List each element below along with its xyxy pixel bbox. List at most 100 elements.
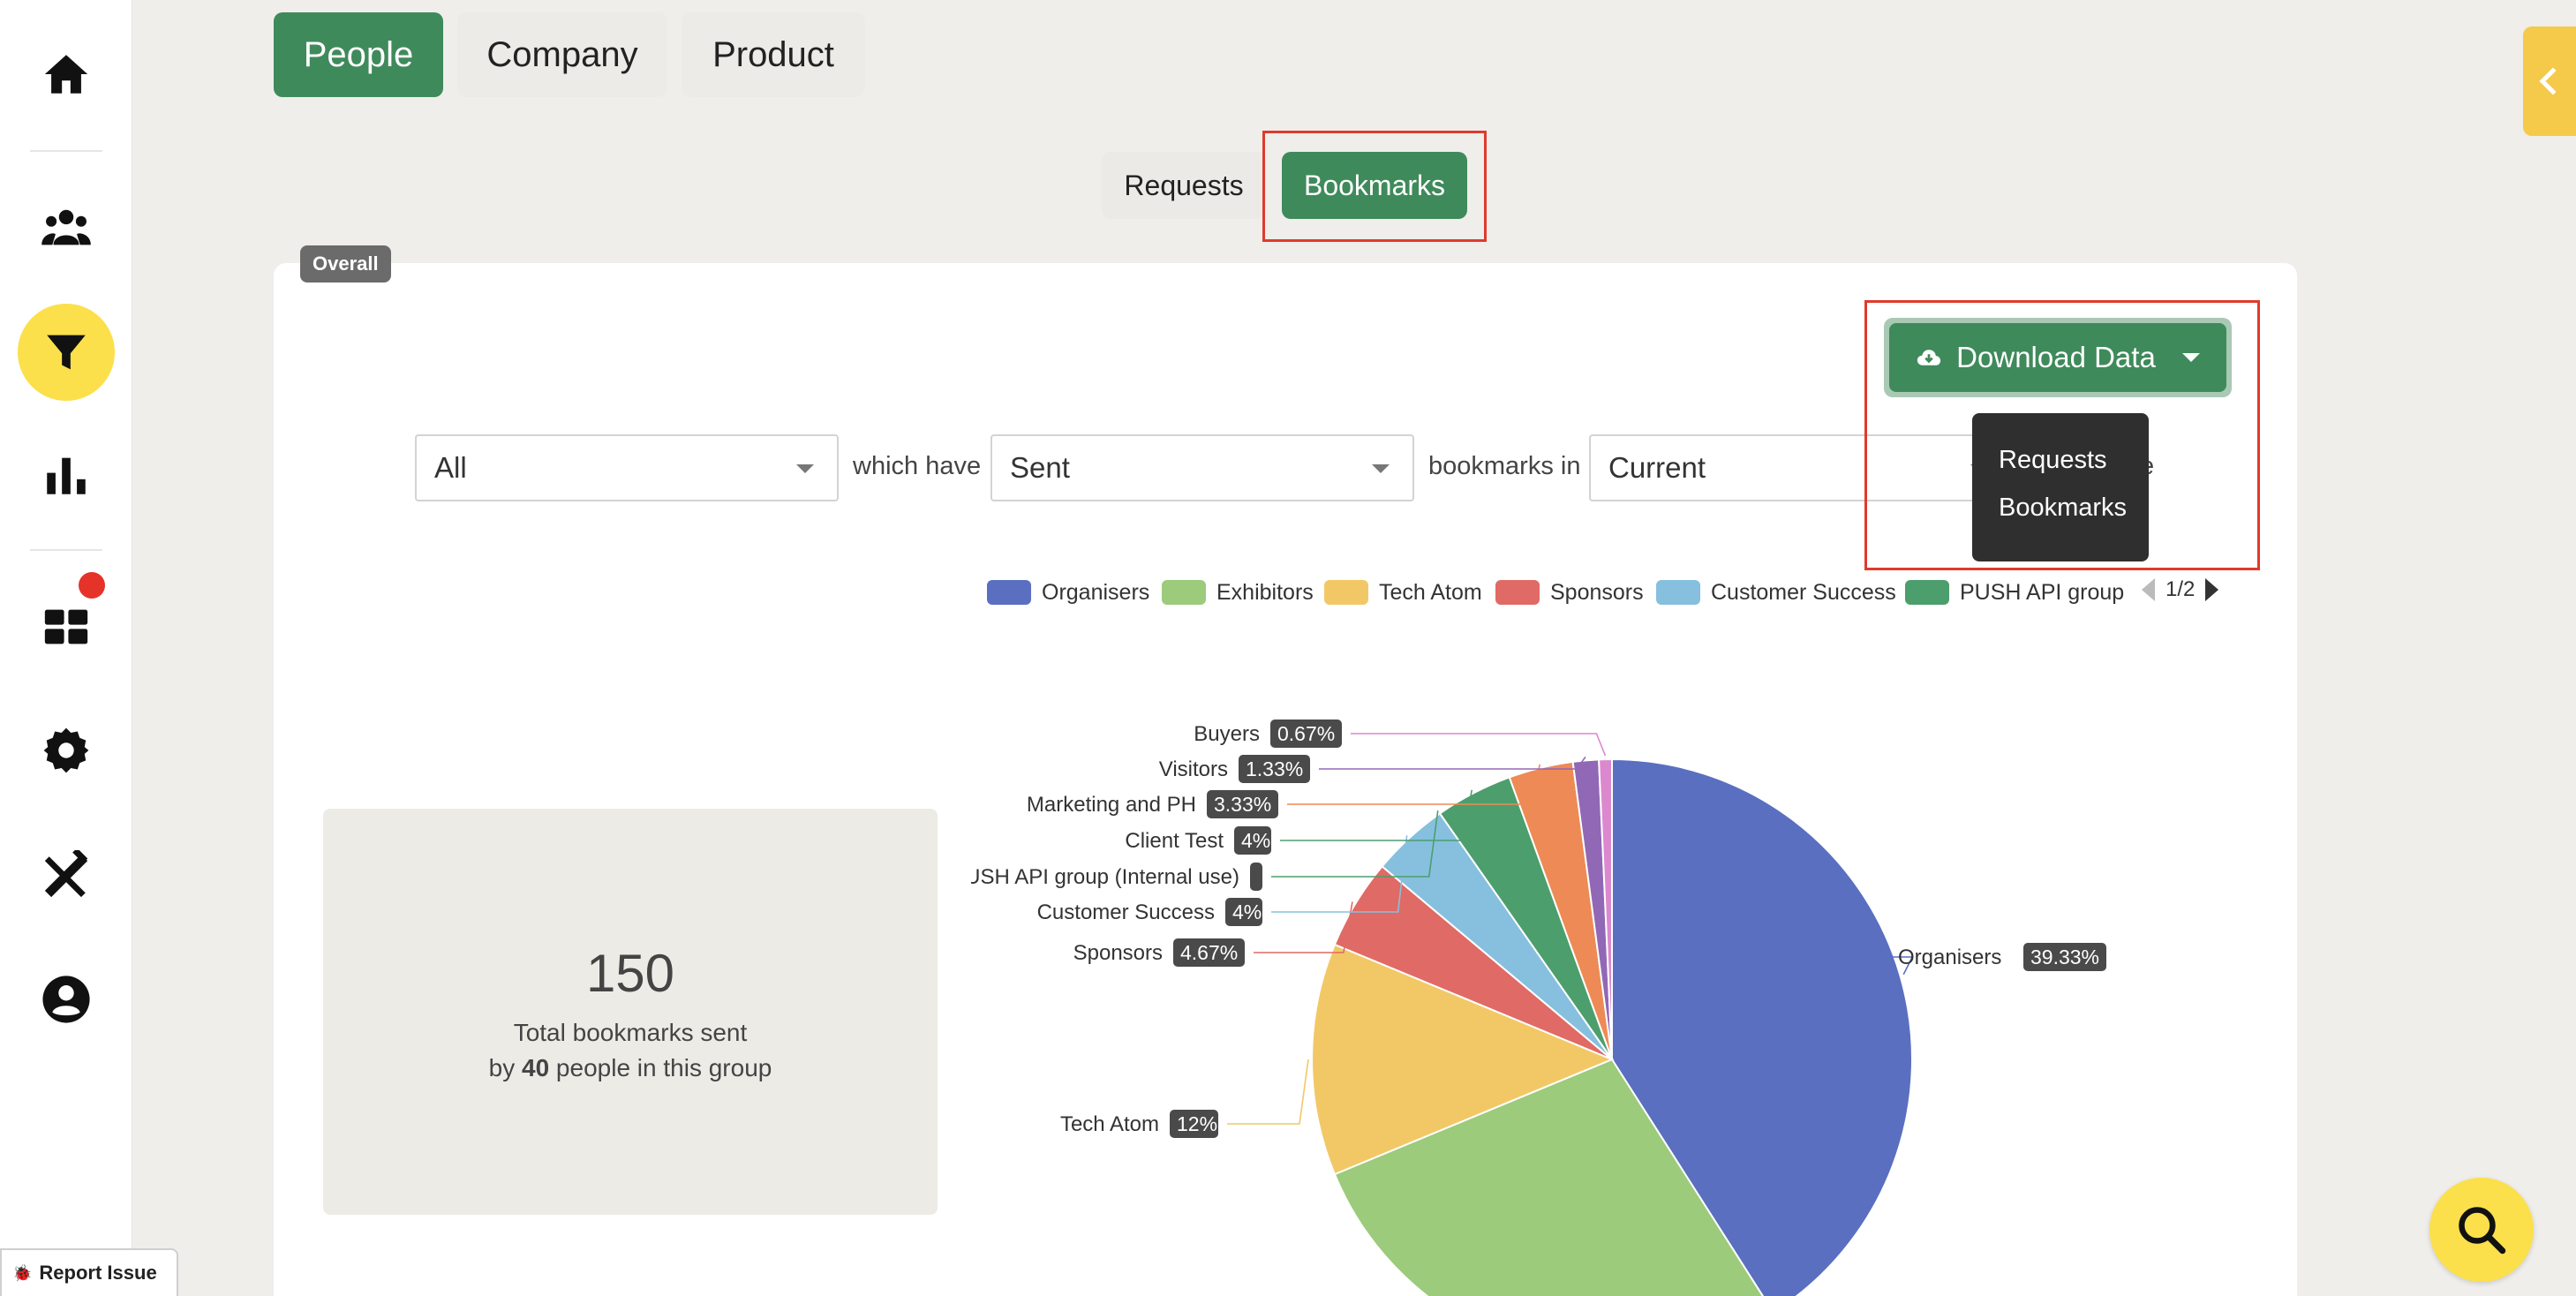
pie-label-value-box xyxy=(1270,720,1342,748)
pie-label-name: Sponsors xyxy=(1073,941,1163,965)
report-issue-button[interactable]: 🐞 Report Issue xyxy=(0,1248,178,1296)
tools-icon[interactable] xyxy=(40,849,93,902)
pie-leader-line xyxy=(1227,1059,1309,1125)
legend-swatch xyxy=(1905,580,1949,605)
pie-label-value-box xyxy=(1170,1110,1218,1138)
widgets-icon[interactable] xyxy=(40,600,93,653)
pie-leader-line xyxy=(1271,810,1439,878)
home-icon[interactable] xyxy=(40,48,93,101)
collapse-panel-button[interactable] xyxy=(2523,26,2576,136)
pie-label-value: 39.33% xyxy=(2030,946,2099,968)
pie-slice[interactable] xyxy=(1333,1058,1774,1296)
tab-people[interactable]: People xyxy=(274,12,443,97)
pie-label-name: Visitors xyxy=(1159,757,1228,781)
filter-icon xyxy=(47,335,86,370)
total-bookmarks-label: Total bookmarks sent xyxy=(513,1019,748,1046)
pie-label-value: 4% xyxy=(1232,900,1262,923)
download-menu: Requests Bookmarks xyxy=(1972,413,2149,561)
sidebar xyxy=(0,0,132,1296)
highlight-box-bookmarks xyxy=(1262,131,1487,242)
pie-label-value-box xyxy=(1234,826,1271,855)
bookmarks-pie-chart: Organisers 39.33% Tech Atom 12% Sponsors 4.67… xyxy=(971,720,2106,1296)
sidebar-divider xyxy=(30,549,102,551)
legend-prev-icon[interactable] xyxy=(2142,578,2155,601)
pie-label-value-box xyxy=(2023,943,2106,971)
legend-item[interactable]: Tech Atom xyxy=(1324,579,1482,606)
pie-label-name: Buyers xyxy=(1194,722,1260,746)
people-count-suffix: people in this group xyxy=(549,1054,772,1081)
legend-item[interactable]: Customer Success xyxy=(1656,579,1896,606)
pie-slice[interactable] xyxy=(1311,943,1615,1176)
legend-page: 1/2 xyxy=(2165,577,2196,601)
tab-product[interactable]: Product xyxy=(682,12,865,97)
chevron-left-icon xyxy=(2539,67,2567,95)
period-select[interactable]: Current xyxy=(1589,434,2013,501)
people-count-prefix: by xyxy=(488,1054,522,1081)
pie-label-value: 12% xyxy=(1177,1112,1217,1135)
legend-next-icon[interactable] xyxy=(2205,578,2219,601)
pie-slice[interactable] xyxy=(1611,757,1913,1296)
legend-item[interactable]: PUSH API group xyxy=(1905,579,2124,606)
group-select[interactable]: All xyxy=(415,434,839,501)
highlight-box-download xyxy=(1864,300,2260,570)
pie-leader-line xyxy=(1351,733,1607,757)
legend-item[interactable]: Sponsors xyxy=(1495,579,1644,606)
pie-label-value-box xyxy=(1239,755,1310,783)
pie-label-name: PUSH API group (Internal use) xyxy=(971,865,1239,889)
pie-label-value-box xyxy=(1207,790,1278,818)
tab-company[interactable]: Company xyxy=(457,12,667,97)
legend-pager: 1/2 xyxy=(2142,577,2219,602)
total-bookmarks-box: 150 Total bookmarks sent by 40 people in… xyxy=(323,809,938,1215)
legend-swatch xyxy=(987,580,1031,605)
legend-label: Customer Success xyxy=(1711,579,1896,605)
legend-swatch xyxy=(1656,580,1700,605)
pie-label-name: Customer Success xyxy=(1037,900,1215,924)
people-icon[interactable] xyxy=(40,201,93,254)
download-menu-bookmarks[interactable]: Bookmarks xyxy=(1999,494,2128,522)
pie-leader-line xyxy=(1319,756,1586,770)
chart-icon[interactable] xyxy=(40,448,93,501)
settings-icon[interactable] xyxy=(40,724,93,777)
direction-select[interactable]: Sent xyxy=(990,434,1414,501)
search-button[interactable] xyxy=(2429,1178,2534,1282)
people-count-text: by 40 people in this group xyxy=(323,1054,938,1082)
search-icon xyxy=(2459,1207,2506,1255)
account-icon[interactable] xyxy=(40,973,93,1026)
legend-label: Tech Atom xyxy=(1379,579,1482,605)
chevron-down-icon xyxy=(1372,464,1390,473)
legend-item[interactable]: Organisers xyxy=(987,579,1149,606)
pie-label-value: 4.67% xyxy=(1180,941,1238,964)
pie-label-name: Tech Atom xyxy=(1060,1112,1159,1136)
legend-label: Exhibitors xyxy=(1216,579,1314,605)
legend-label: PUSH API group xyxy=(1960,579,2125,605)
download-menu-requests[interactable]: Requests xyxy=(1999,446,2107,474)
pie-label-value: 4% xyxy=(1241,829,1270,852)
people-count: 40 xyxy=(522,1054,550,1081)
pie-leader-line xyxy=(1889,956,1914,976)
subtab-bookmarks[interactable]: Bookmarks xyxy=(1282,152,1467,219)
download-data-label: Download Data xyxy=(1956,341,2156,373)
bug-icon: 🐞 xyxy=(12,1263,33,1282)
pie-slice[interactable] xyxy=(1598,757,1613,1060)
pie-leader-line xyxy=(1280,789,1473,841)
period-select-value: Current xyxy=(1608,451,1706,484)
pie-leader-line xyxy=(1287,764,1541,805)
legend-swatch xyxy=(1495,580,1540,605)
pie-label-value: 3.33% xyxy=(1214,793,1271,816)
legend-label: Organisers xyxy=(1042,579,1150,605)
pie-label-name: Organisers xyxy=(1898,946,2001,969)
pie-label-value-box xyxy=(1225,898,1262,926)
subtab-requests[interactable]: Requests xyxy=(1102,152,1266,219)
group-select-value: All xyxy=(434,451,467,484)
download-data-button[interactable]: Download Data xyxy=(1884,318,2232,397)
filter-nav-item[interactable] xyxy=(18,304,115,401)
chevron-down-icon xyxy=(796,464,814,473)
sidebar-divider xyxy=(30,150,102,152)
legend-swatch xyxy=(1324,580,1368,605)
overall-badge: Overall xyxy=(300,245,391,283)
legend-label: Sponsors xyxy=(1550,579,1644,605)
cloud-download-icon xyxy=(1917,350,1941,365)
legend-item[interactable]: Exhibitors xyxy=(1162,579,1314,606)
pie-label-value-box xyxy=(1173,938,1245,967)
report-issue-label: Report Issue xyxy=(39,1262,157,1284)
